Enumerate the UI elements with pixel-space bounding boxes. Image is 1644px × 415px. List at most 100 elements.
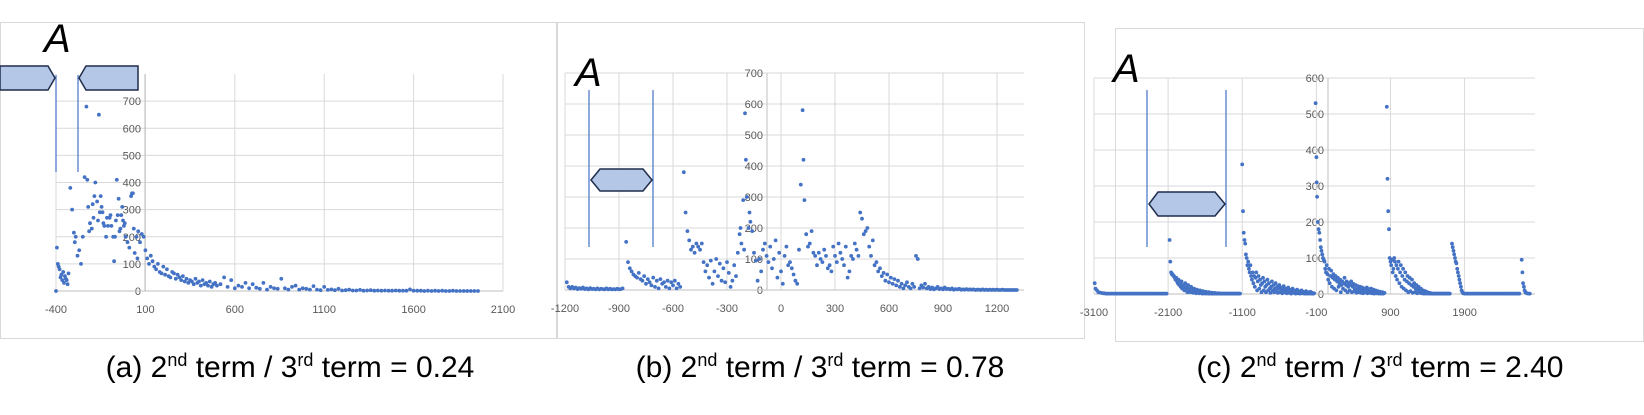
data-point xyxy=(1241,230,1246,235)
data-point xyxy=(714,257,719,261)
data-point xyxy=(1189,284,1193,289)
data-point xyxy=(1267,281,1271,286)
y-tick-label: 300 xyxy=(745,192,763,204)
y-tick-label: 600 xyxy=(1306,73,1324,85)
data-point xyxy=(1450,245,1455,250)
data-point xyxy=(689,247,693,252)
x-tick-label: -600 xyxy=(662,303,684,315)
data-point xyxy=(793,278,798,283)
data-point xyxy=(193,276,198,281)
data-point xyxy=(163,272,168,277)
data-point xyxy=(343,288,348,293)
x-tick-label: 1600 xyxy=(401,304,425,316)
data-point xyxy=(908,286,913,291)
data-point xyxy=(177,275,182,280)
data-point xyxy=(825,266,830,271)
data-point xyxy=(1456,274,1461,278)
data-point xyxy=(1403,270,1408,275)
data-point xyxy=(629,269,634,274)
data-point xyxy=(172,271,176,276)
data-point xyxy=(1318,245,1323,250)
caption-c-mid: term / 3 xyxy=(1276,351,1387,384)
data-point xyxy=(240,285,244,289)
data-point xyxy=(1410,277,1414,282)
data-point xyxy=(1167,238,1172,242)
y-tick-label: 600 xyxy=(123,123,141,135)
data-point xyxy=(917,286,922,291)
data-point xyxy=(876,269,881,274)
data-point xyxy=(784,244,789,249)
data-point xyxy=(232,286,237,291)
data-point xyxy=(120,205,125,209)
data-point xyxy=(744,195,749,199)
data-point xyxy=(795,281,800,286)
data-point xyxy=(672,278,677,283)
data-point xyxy=(1384,104,1389,109)
data-point xyxy=(770,266,774,271)
data-point xyxy=(694,241,699,246)
data-point xyxy=(372,288,377,293)
data-point xyxy=(458,289,462,293)
data-point xyxy=(1393,259,1397,264)
data-point xyxy=(899,281,904,286)
data-point xyxy=(813,254,818,258)
data-point xyxy=(626,260,630,264)
data-point xyxy=(447,289,452,293)
data-point xyxy=(476,289,480,293)
data-point xyxy=(728,285,733,289)
data-point xyxy=(640,278,645,283)
data-point xyxy=(1253,275,1258,280)
data-point xyxy=(106,224,110,228)
data-point xyxy=(123,234,128,239)
caption-a-sup2: rd xyxy=(297,350,314,370)
data-point xyxy=(66,271,71,276)
data-point xyxy=(1527,291,1532,296)
data-point xyxy=(712,269,717,274)
data-point xyxy=(122,221,127,226)
data-point xyxy=(739,241,744,246)
data-point xyxy=(80,234,85,239)
data-point xyxy=(782,254,787,258)
data-point xyxy=(726,271,731,275)
data-point xyxy=(118,226,123,231)
data-point xyxy=(1258,277,1262,282)
data-point xyxy=(218,282,223,287)
data-point xyxy=(746,226,751,230)
x-tick-label: -400 xyxy=(45,304,67,316)
data-point xyxy=(845,275,850,280)
data-point xyxy=(685,229,690,234)
data-point xyxy=(161,264,166,269)
data-point xyxy=(730,278,735,283)
data-point xyxy=(1183,281,1188,286)
data-point xyxy=(108,213,113,218)
data-point xyxy=(109,224,114,228)
data-point xyxy=(135,256,140,261)
data-point xyxy=(896,278,900,283)
data-point xyxy=(468,289,473,293)
y-tick-label: 500 xyxy=(123,150,141,162)
data-point xyxy=(644,281,648,286)
data-point xyxy=(1164,291,1169,296)
data-point xyxy=(658,277,663,281)
data-point xyxy=(168,275,173,280)
data-point xyxy=(443,289,448,293)
data-point xyxy=(692,250,697,255)
double-arrow-icon xyxy=(1148,191,1226,217)
caption-c-sup2: rd xyxy=(1386,350,1403,370)
chart-c: 0 100 200 300 400 500 600 -3100 -2100 -1100 -100 90… xyxy=(1080,73,1535,319)
data-point xyxy=(209,285,214,289)
caption-b-pre: (b) 2 xyxy=(635,351,698,384)
data-point xyxy=(701,260,706,264)
data-point xyxy=(759,269,764,274)
data-point xyxy=(734,274,738,278)
data-point xyxy=(1349,279,1354,284)
x-tick-label: 1200 xyxy=(985,303,1009,315)
marker-label-b: A xyxy=(573,51,602,95)
data-point xyxy=(77,248,82,253)
x-tick-label: 1900 xyxy=(1452,307,1476,319)
data-point xyxy=(888,275,893,280)
data-point xyxy=(874,260,879,264)
data-point xyxy=(1241,209,1245,214)
data-point xyxy=(97,210,102,215)
y-tick-label: 200 xyxy=(1306,217,1324,229)
